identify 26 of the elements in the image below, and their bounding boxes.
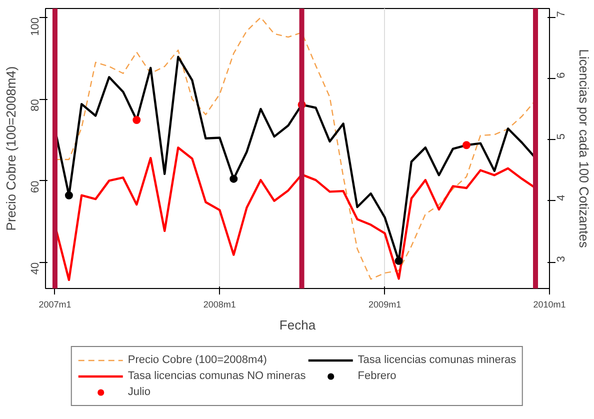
y2-tick-label: 4 — [556, 194, 568, 201]
y-tick-label: 40 — [30, 262, 42, 275]
y2-tick-label: 6 — [556, 72, 568, 78]
point — [462, 141, 470, 150]
legend-label: Tasa licencias comunas NO mineras — [128, 369, 306, 383]
y-axis-title: Precio Cobre (100=2008m4) — [4, 66, 18, 231]
x-tick-label: 2009m1 — [368, 300, 402, 310]
legend-label: Febrero — [358, 369, 396, 383]
y-tick-label: 100 — [30, 17, 42, 36]
x-axis-title: Fecha — [279, 318, 316, 332]
x-tick-label: 2010m1 — [533, 300, 566, 310]
y2-tick-label: 7 — [556, 10, 568, 18]
legend-label: Precio Cobre (100=2008m4) — [128, 353, 267, 367]
y2-tick-label: 3 — [556, 256, 568, 262]
y-tick-label: 60 — [30, 180, 42, 193]
y2-axis-title: Licencias por cada 100 Cotizantes — [576, 49, 592, 248]
y-tick-label: 80 — [30, 99, 42, 112]
point — [230, 174, 238, 183]
point — [64, 191, 73, 200]
point — [394, 256, 403, 265]
x-tick-label: 2008m1 — [203, 300, 236, 310]
legend-label: Tasa licencias comunas mineras — [358, 353, 516, 367]
point — [132, 116, 141, 124]
legend-label: Julio — [128, 385, 150, 399]
y2-tick-label: 5 — [556, 133, 568, 140]
x-tick-label: 2007m1 — [38, 300, 72, 310]
